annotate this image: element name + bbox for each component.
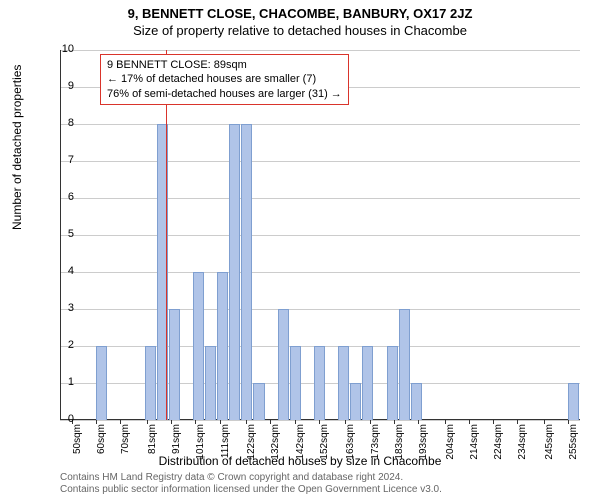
plot-area: 9 BENNETT CLOSE: 89sqm← 17% of detached … [60,50,580,420]
y-tick-label: 5 [44,228,74,240]
x-tick-label: 204sqm [445,424,456,464]
histogram-bar [145,346,156,420]
info-box-line: 9 BENNETT CLOSE: 89sqm [107,58,342,72]
y-tick-label: 3 [44,302,74,314]
info-box-line: ← 17% of detached houses are smaller (7) [107,72,342,86]
histogram-bar [350,383,361,420]
x-tick-label: 152sqm [319,424,330,464]
page-subtitle: Size of property relative to detached ho… [0,21,600,38]
histogram-bar [568,383,579,420]
histogram-bar [217,272,228,420]
gridline [60,198,580,199]
y-axis-label: Number of detached properties [10,65,24,230]
histogram-bar [169,309,180,420]
histogram-bar [253,383,264,420]
gridline [60,124,580,125]
property-info-box: 9 BENNETT CLOSE: 89sqm← 17% of detached … [100,54,349,105]
footer-line1: Contains HM Land Registry data © Crown c… [60,472,442,484]
x-tick-label: 224sqm [493,424,504,464]
gridline [60,235,580,236]
x-tick-label: 163sqm [345,424,356,464]
gridline [60,161,580,162]
x-tick-label: 255sqm [568,424,579,464]
histogram-bar [362,346,373,420]
y-tick-label: 7 [44,154,74,166]
y-tick-label: 2 [44,339,74,351]
histogram-bar [338,346,349,420]
gridline [60,272,580,273]
info-box-line: 76% of semi-detached houses are larger (… [107,87,342,101]
page-title: 9, BENNETT CLOSE, CHACOMBE, BANBURY, OX1… [0,0,600,21]
x-tick-label: 183sqm [394,424,405,464]
y-tick-label: 0 [44,413,74,425]
histogram-bar [411,383,422,420]
histogram-bar [96,346,107,420]
y-tick-label: 8 [44,117,74,129]
y-tick-label: 1 [44,376,74,388]
histogram-bar [387,346,398,420]
x-tick-label: 81sqm [147,424,158,464]
gridline [60,309,580,310]
x-tick-label: 214sqm [469,424,480,464]
footer-attribution: Contains HM Land Registry data © Crown c… [60,472,442,496]
y-tick-label: 6 [44,191,74,203]
x-tick-label: 142sqm [295,424,306,464]
x-tick-label: 91sqm [171,424,182,464]
x-tick-label: 122sqm [246,424,257,464]
histogram-bar [278,309,289,420]
histogram-bar [241,124,252,420]
x-tick-label: 50sqm [72,424,83,464]
property-marker-line [166,50,167,420]
x-tick-label: 193sqm [418,424,429,464]
x-tick-label: 132sqm [270,424,281,464]
x-tick-label: 70sqm [120,424,131,464]
histogram-bar [290,346,301,420]
x-tick-label: 234sqm [517,424,528,464]
y-tick-label: 4 [44,265,74,277]
chart-area: 9 BENNETT CLOSE: 89sqm← 17% of detached … [60,50,580,420]
histogram-bar [193,272,204,420]
x-tick-label: 173sqm [370,424,381,464]
gridline [60,420,580,421]
x-tick-label: 245sqm [544,424,555,464]
y-tick-label: 9 [44,80,74,92]
histogram-bar [229,124,240,420]
footer-line2: Contains public sector information licen… [60,484,442,496]
gridline [60,50,580,51]
histogram-bar [205,346,216,420]
x-tick-label: 101sqm [195,424,206,464]
y-tick-label: 10 [44,43,74,55]
histogram-bar [314,346,325,420]
histogram-bar [399,309,410,420]
x-tick-label: 111sqm [220,424,231,464]
x-tick-label: 60sqm [96,424,107,464]
